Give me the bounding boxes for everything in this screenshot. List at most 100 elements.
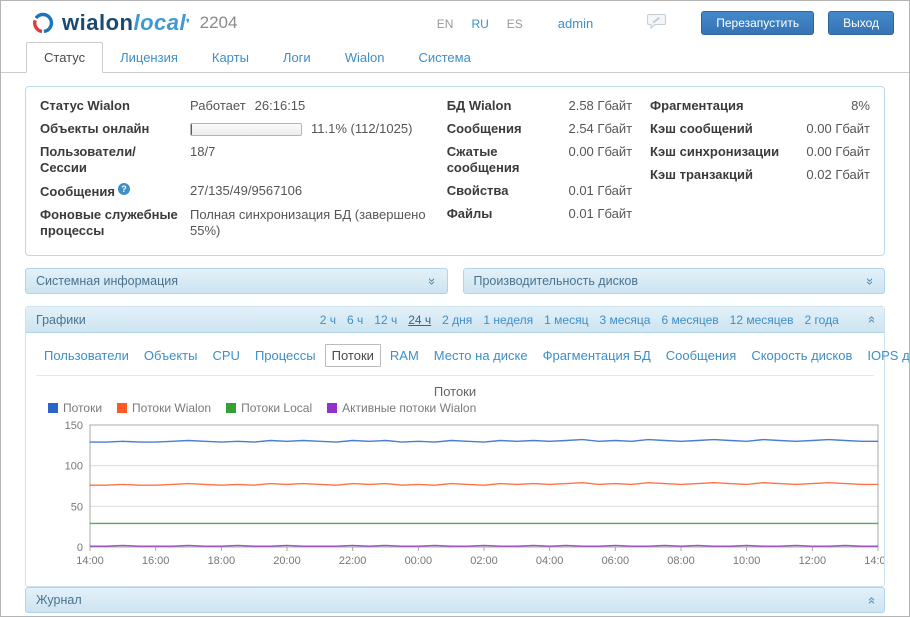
legend-label: Потоки [63, 401, 102, 415]
status-row-background-processes: Фоновые служебные процессы Полная синхро… [40, 207, 447, 239]
db-stat-value: 0.00 Гбайт [568, 144, 632, 176]
language-switcher: EN RU ES [428, 16, 532, 31]
time-range-2-ч[interactable]: 2 ч [320, 313, 336, 327]
chart-tab-фрагментация-бд[interactable]: Фрагментация БД [537, 345, 657, 366]
chevron-up-icon[interactable]: » [867, 313, 874, 326]
legend-label: Потоки Wialon [132, 401, 211, 415]
legend-label: Потоки Local [241, 401, 312, 415]
status-column-left: Статус Wialon Работает26:16:15 Объекты о… [40, 98, 447, 246]
logo-text-local: local [133, 10, 186, 36]
svg-text:08:00: 08:00 [667, 555, 695, 567]
tab-логи[interactable]: Логи [266, 43, 328, 72]
messages-value: 27/135/49/9567106 [190, 183, 302, 200]
chart-plot-area: 05010015014:0016:0018:0020:0022:0000:000… [36, 419, 874, 576]
svg-text:02:00: 02:00 [470, 555, 498, 567]
chevron-up-icon[interactable]: » [867, 594, 874, 607]
feedback-icon[interactable] [647, 13, 667, 33]
cache-stats-column: Фрагментация8%Кэш сообщений0.00 ГбайтКэш… [650, 98, 870, 246]
chart-tab-процессы[interactable]: Процессы [249, 345, 322, 366]
wialon-logo[interactable]: wialonlocal❜ 2204 [31, 10, 237, 36]
time-range-6-ч[interactable]: 6 ч [347, 313, 363, 327]
db-stat-row-сжатые-сообщения: Сжатые сообщения0.00 Гбайт [447, 144, 632, 176]
cache-stat-value: 0.00 Гбайт [806, 144, 870, 160]
svg-text:22:00: 22:00 [339, 555, 367, 567]
chevron-down-icon[interactable]: » [429, 275, 436, 288]
chart-tab-сообщения[interactable]: Сообщения [660, 345, 743, 366]
svg-text:06:00: 06:00 [602, 555, 630, 567]
charts-body: ПользователиОбъектыCPUПроцессыПотокиRAMМ… [26, 333, 884, 586]
legend-item-потоки-local: Потоки Local [226, 401, 312, 415]
time-range-6-месяцев[interactable]: 6 месяцев [661, 313, 718, 327]
chart-tab-ram[interactable]: RAM [384, 345, 425, 366]
tab-система[interactable]: Система [401, 43, 487, 72]
status-panel: Статус Wialon Работает26:16:15 Объекты о… [25, 86, 885, 256]
time-range-2-дня[interactable]: 2 дня [442, 313, 472, 327]
time-range-24-ч[interactable]: 24 ч [408, 313, 431, 327]
charts-panel-header[interactable]: Графики 2 ч6 ч12 ч24 ч2 дня1 неделя1 мес… [26, 307, 884, 333]
legend-swatch [117, 403, 127, 413]
chevron-down-icon[interactable]: » [867, 275, 874, 288]
db-stat-row-сообщения: Сообщения2.54 Гбайт [447, 121, 632, 137]
username-link[interactable]: admin [558, 16, 593, 31]
charts-panel: Графики 2 ч6 ч12 ч24 ч2 дня1 неделя1 мес… [25, 306, 885, 587]
cache-stat-label: Кэш сообщений [650, 121, 759, 137]
chart-tab-место-на-диске[interactable]: Место на диске [428, 345, 534, 366]
messages-help-icon[interactable]: ? [118, 183, 130, 195]
svg-text:100: 100 [65, 461, 83, 473]
cache-stat-row-кэш-синхронизации: Кэш синхронизации0.00 Гбайт [650, 144, 870, 160]
wialon-status-label: Статус Wialon [40, 98, 190, 114]
db-stat-value: 2.58 Гбайт [568, 98, 632, 114]
time-range-selector: 2 ч 6 ч 12 ч 24 ч 2 дня 1 неделя 1 месяц 3 меся… [309, 313, 839, 327]
db-stat-label: Сжатые сообщения [447, 144, 569, 176]
db-stat-label: Свойства [447, 183, 515, 199]
disk-performance-title: Производительность дисков [474, 274, 639, 288]
panel-journal[interactable]: Журнал » [25, 587, 885, 613]
chart-tab-объекты[interactable]: Объекты [138, 345, 204, 366]
tab-wialon[interactable]: Wialon [328, 43, 402, 72]
chart-title: Потоки [36, 384, 874, 399]
language-ru[interactable]: RU [471, 17, 488, 31]
svg-text:16:00: 16:00 [142, 555, 170, 567]
chart-tab-cpu[interactable]: CPU [206, 345, 245, 366]
db-stat-row-файлы: Файлы0.01 Гбайт [447, 206, 632, 222]
chart-tabs: ПользователиОбъектыCPUПроцессыПотокиRAMМ… [36, 339, 874, 376]
time-range-3-месяца[interactable]: 3 месяца [599, 313, 650, 327]
background-processes-value: Полная синхронизация БД (завершено 55%) [190, 207, 447, 239]
svg-text:12:00: 12:00 [799, 555, 827, 567]
wialon-logo-icon [31, 11, 55, 35]
time-range-12-ч[interactable]: 12 ч [374, 313, 397, 327]
time-range-1-месяц[interactable]: 1 месяц [544, 313, 588, 327]
chart-tab-iops-дисков[interactable]: IOPS дисков [861, 345, 910, 366]
language-en[interactable]: EN [437, 17, 454, 31]
app-header: wialonlocal❜ 2204 EN RU ES admin Перезапус… [1, 1, 909, 40]
main-tabs: СтатусЛицензияКартыЛогиWialonСистема [1, 42, 909, 73]
svg-text:18:00: 18:00 [208, 555, 236, 567]
logo-text-wialon: wialon [62, 10, 133, 36]
language-es[interactable]: ES [507, 17, 523, 31]
db-stat-label: БД Wialon [447, 98, 518, 114]
status-row-users-sessions: Пользователи/Сессии 18/7 [40, 144, 447, 176]
db-stat-label: Сообщения [447, 121, 528, 137]
tab-лицензия[interactable]: Лицензия [103, 43, 195, 72]
restart-button[interactable]: Перезапустить [701, 11, 814, 35]
db-stat-value: 0.01 Гбайт [568, 206, 632, 222]
cache-stat-value: 0.02 Гбайт [806, 167, 870, 183]
logout-button[interactable]: Выход [828, 11, 894, 35]
cache-stat-value: 0.00 Гбайт [806, 121, 870, 137]
time-range-12-месяцев[interactable]: 12 месяцев [730, 313, 794, 327]
time-range-2-года[interactable]: 2 года [805, 313, 839, 327]
objects-online-progress-fill [191, 124, 192, 136]
chart-tab-потоки[interactable]: Потоки [325, 344, 381, 367]
time-range-1-неделя[interactable]: 1 неделя [483, 313, 533, 327]
cache-stat-row-фрагментация: Фрагментация8% [650, 98, 870, 114]
chart-tab-пользователи[interactable]: Пользователи [38, 345, 135, 366]
tab-статус[interactable]: Статус [26, 42, 103, 73]
status-row-objects-online: Объекты онлайн 11.1% (112/1025) [40, 121, 447, 137]
panel-disk-performance[interactable]: Производительность дисков » [463, 268, 886, 294]
wialon-status-value: Работает26:16:15 [190, 98, 305, 114]
tab-карты[interactable]: Карты [195, 43, 266, 72]
status-row-messages: Сообщения? 27/135/49/9567106 [40, 183, 447, 200]
header-right: EN RU ES admin Перезапустить Выход [428, 11, 894, 35]
panel-system-info[interactable]: Системная информация » [25, 268, 448, 294]
chart-tab-скорость-дисков[interactable]: Скорость дисков [745, 345, 858, 366]
